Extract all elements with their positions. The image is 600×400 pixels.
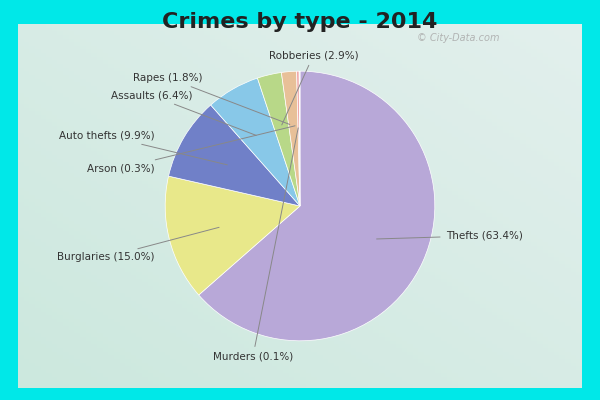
Wedge shape [299,71,300,206]
Text: Thefts (63.4%): Thefts (63.4%) [377,231,523,241]
Wedge shape [199,71,435,341]
Text: Murders (0.1%): Murders (0.1%) [212,128,298,362]
Text: Rapes (1.8%): Rapes (1.8%) [133,73,290,124]
Text: Arson (0.3%): Arson (0.3%) [87,126,295,173]
Wedge shape [296,71,300,206]
Wedge shape [169,105,300,206]
Wedge shape [281,71,300,206]
Text: © City-Data.com: © City-Data.com [417,34,500,44]
Text: Auto thefts (9.9%): Auto thefts (9.9%) [59,131,227,165]
Text: Crimes by type - 2014: Crimes by type - 2014 [163,12,437,32]
Text: Robberies (2.9%): Robberies (2.9%) [269,50,358,125]
Wedge shape [211,78,300,206]
Text: Burglaries (15.0%): Burglaries (15.0%) [57,227,219,262]
Wedge shape [165,176,300,295]
Wedge shape [257,72,300,206]
Text: Assaults (6.4%): Assaults (6.4%) [110,90,256,135]
